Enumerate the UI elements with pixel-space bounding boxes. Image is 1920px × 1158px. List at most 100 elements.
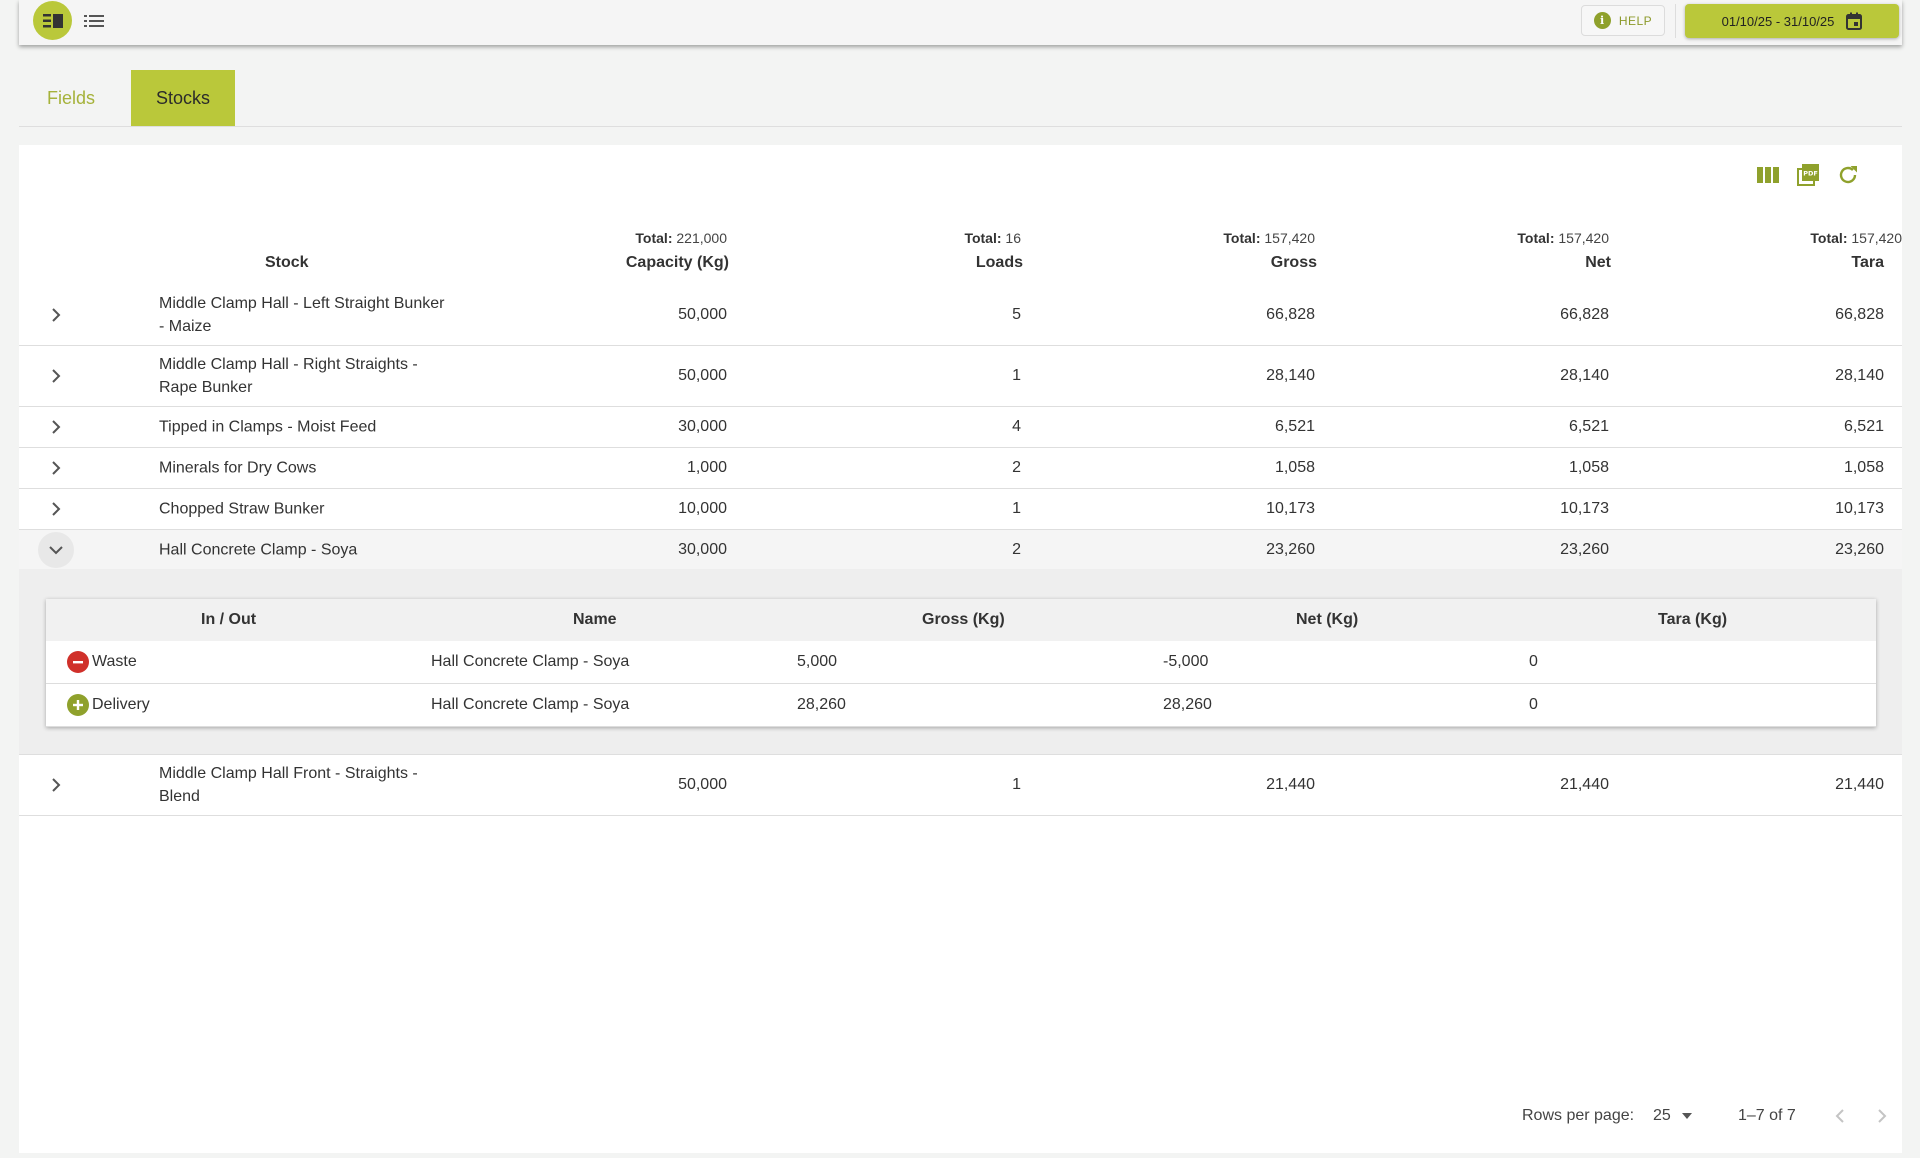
table-row[interactable]: Middle Clamp Hall - Right Straights - Ra… (19, 346, 1902, 407)
gross-value: 6,521 (1274, 418, 1315, 435)
stock-name: Chopped Straw Bunker (159, 500, 325, 518)
expand-row-button[interactable] (38, 491, 74, 527)
column-header-tara[interactable]: Tara (1851, 254, 1884, 271)
loads-value: 4 (1012, 418, 1021, 435)
detail-header-gross[interactable]: Gross (Kg) (922, 611, 1005, 628)
net-value: 6,521 (1568, 418, 1609, 435)
calendar-icon (1846, 12, 1863, 30)
previous-page-button[interactable] (1834, 1108, 1846, 1129)
chevron-right-icon (52, 502, 61, 516)
list-icon (84, 15, 104, 27)
loads-total: Total: 16 (964, 230, 1021, 246)
top-toolbar: i HELP 01/10/25 - 31/10/25 (19, 0, 1902, 45)
tara-total: Total: 157,420 (1810, 230, 1902, 246)
expand-row-button[interactable] (38, 450, 74, 486)
capacity-total: Total: 221,000 (635, 230, 727, 246)
columns-icon (1757, 167, 1779, 183)
detail-row: Waste Hall Concrete Clamp - Soya 5,000 -… (46, 641, 1876, 684)
stock-name: Tipped in Clamps - Moist Feed (159, 418, 377, 436)
stocks-table-card: PDF Total: 221,000 Total: 16 Total: 157,… (19, 145, 1902, 1153)
help-button[interactable]: i HELP (1581, 5, 1665, 36)
column-header-gross[interactable]: Gross (1270, 254, 1317, 271)
rows-per-page-label: Rows per page: (1522, 1107, 1635, 1124)
gross-value: 1,058 (1274, 459, 1315, 476)
next-page-button[interactable] (1876, 1108, 1888, 1129)
pdf-icon: PDF (1797, 164, 1819, 186)
detail-header-net[interactable]: Net (Kg) (1296, 611, 1359, 628)
tara-value: 10,173 (1835, 500, 1884, 517)
detail-table: In / Out Name Gross (Kg) Net (Kg) Tara (… (46, 599, 1876, 727)
tara-value: 66,828 (1835, 305, 1884, 323)
plus-circle-icon (67, 694, 89, 716)
tara-value: 23,260 (1835, 540, 1884, 558)
table-row[interactable]: Middle Clamp Hall - Left Straight Bunker… (19, 284, 1902, 346)
tab-divider (19, 126, 1902, 127)
capacity-value: 30,000 (678, 418, 727, 435)
collapse-row-button[interactable] (38, 531, 74, 568)
pagination-range: 1–7 of 7 (1738, 1107, 1796, 1124)
tara-value: 21,440 (1835, 776, 1884, 793)
loads-value: 1 (1012, 500, 1021, 517)
table-actions: PDF (1754, 161, 1862, 189)
detail-tara: 0 (1529, 696, 1538, 713)
svg-text:PDF: PDF (1803, 170, 1818, 178)
expand-row-button[interactable] (38, 767, 74, 803)
expand-row-button[interactable] (38, 409, 74, 445)
tara-value: 28,140 (1835, 367, 1884, 384)
rows-per-page-select[interactable]: 25 (1653, 1107, 1693, 1125)
net-value: 10,173 (1560, 500, 1609, 517)
chevron-right-icon (52, 778, 61, 792)
expand-row-button[interactable] (38, 358, 74, 394)
detail-header-in-out[interactable]: In / Out (201, 611, 257, 628)
loads-value: 1 (1012, 776, 1021, 793)
rows-per-page-value: 25 (1653, 1107, 1671, 1124)
detail-header-tara[interactable]: Tara (Kg) (1658, 611, 1728, 628)
tara-value: 6,521 (1843, 418, 1884, 435)
tab-fields[interactable]: Fields (46, 87, 95, 108)
table-row[interactable]: Tipped in Clamps - Moist Feed 30,000 4 6… (19, 407, 1902, 448)
table-row[interactable]: Middle Clamp Hall Front - Straights - Bl… (19, 754, 1902, 816)
table-row[interactable]: Minerals for Dry Cows 1,000 2 1,058 1,05… (19, 448, 1902, 489)
tara-value: 1,058 (1843, 459, 1884, 476)
date-range-button[interactable]: 01/10/25 - 31/10/25 (1685, 4, 1899, 38)
detail-gross: 28,260 (797, 696, 846, 713)
refresh-button[interactable] (1834, 161, 1862, 189)
detail-type: Waste (92, 653, 137, 670)
chevron-right-icon (52, 420, 61, 434)
chevron-right-icon (1878, 1109, 1887, 1123)
list-view-button[interactable] (81, 8, 107, 34)
table-row[interactable]: Chopped Straw Bunker 10,000 1 10,173 10,… (19, 489, 1902, 530)
loads-value: 5 (1012, 305, 1021, 323)
gross-value: 21,440 (1266, 776, 1315, 793)
net-value: 21,440 (1560, 776, 1609, 793)
capacity-value: 1,000 (686, 459, 727, 476)
detail-net: -5,000 (1163, 653, 1209, 670)
detail-table-header: In / Out Name Gross (Kg) Net (Kg) Tara (… (46, 599, 1876, 641)
chevron-down-icon (49, 545, 63, 554)
info-icon: i (1593, 12, 1611, 29)
chevron-right-icon (52, 369, 61, 383)
export-pdf-button[interactable]: PDF (1794, 161, 1822, 189)
net-value: 66,828 (1560, 305, 1609, 323)
capacity-value: 10,000 (678, 500, 727, 517)
capacity-value: 50,000 (678, 776, 727, 793)
net-value: 23,260 (1560, 540, 1609, 558)
detail-header-name[interactable]: Name (573, 611, 617, 628)
detail-gross: 5,000 (797, 653, 838, 670)
expand-row-button[interactable] (38, 297, 74, 333)
refresh-icon (1839, 166, 1857, 184)
column-header-net[interactable]: Net (1585, 254, 1611, 271)
column-header-loads[interactable]: Loads (975, 254, 1023, 271)
gross-value: 23,260 (1266, 540, 1315, 558)
column-header-stock[interactable]: Stock (265, 254, 309, 271)
dropdown-arrow-icon (1681, 1113, 1692, 1119)
detail-name: Hall Concrete Clamp - Soya (431, 653, 630, 670)
panel-view-button[interactable] (33, 1, 72, 40)
table-row-expanded[interactable]: Hall Concrete Clamp - Soya 30,000 2 23,2… (19, 530, 1902, 570)
chevron-right-icon (52, 461, 61, 475)
tab-stocks[interactable]: Stocks (131, 70, 235, 126)
gross-value: 66,828 (1266, 305, 1315, 323)
detail-name: Hall Concrete Clamp - Soya (431, 696, 630, 713)
columns-button[interactable] (1754, 161, 1782, 189)
column-header-capacity[interactable]: Capacity (Kg) (625, 254, 729, 271)
